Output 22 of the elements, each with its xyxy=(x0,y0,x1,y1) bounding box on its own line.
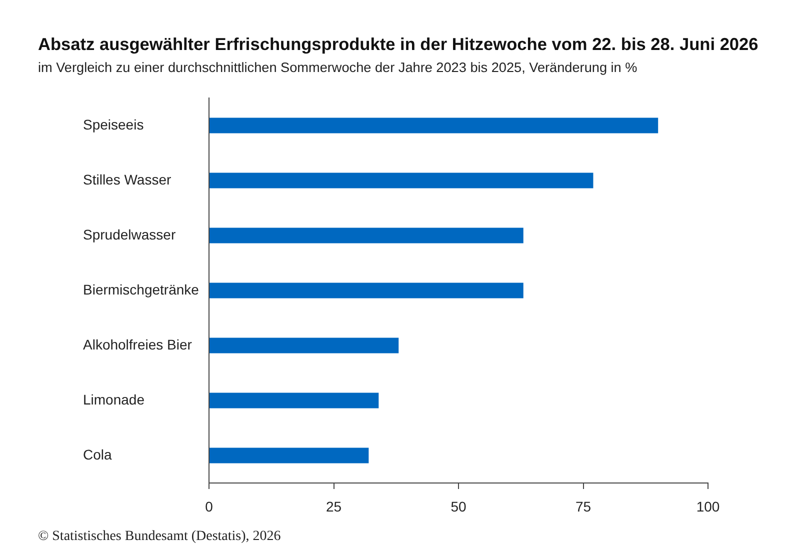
x-tick-label: 0 xyxy=(205,498,214,514)
x-tick-label: 75 xyxy=(575,498,592,514)
bar xyxy=(210,338,399,354)
x-tick-label: 50 xyxy=(450,498,466,514)
chart-subtitle: im Vergleich zu einer durchschnittlichen Sommerwoche der Jahre 2023 bis 2025, Veränderung in % xyxy=(38,59,638,77)
bar xyxy=(210,282,524,298)
y-tick-label: Biermischgetränke xyxy=(83,281,200,298)
bar xyxy=(210,448,369,464)
x-tick-label: 25 xyxy=(326,498,342,514)
bar xyxy=(210,118,658,134)
chart-title: Absatz ausgewählter Erfrischungsprodukte in der Hitzewoche vom 22. bis 28. Juni 2026 xyxy=(38,34,758,55)
y-tick-label: Limonade xyxy=(83,391,145,408)
bar xyxy=(210,228,524,244)
y-tick-label: Alkoholfreies Bier xyxy=(83,336,192,352)
x-tick-label: 100 xyxy=(696,498,720,514)
text: © Statistisches Bundesamt (Destatis), 2026 xyxy=(38,528,281,546)
bar xyxy=(210,392,379,408)
y-tick-label: Stilles Wasser xyxy=(83,171,172,188)
y-tick-label: Speiseeis xyxy=(83,116,144,132)
y-tick-label: Cola xyxy=(83,446,112,462)
y-tick-label: Sprudelwasser xyxy=(83,226,176,242)
bar xyxy=(210,172,594,188)
